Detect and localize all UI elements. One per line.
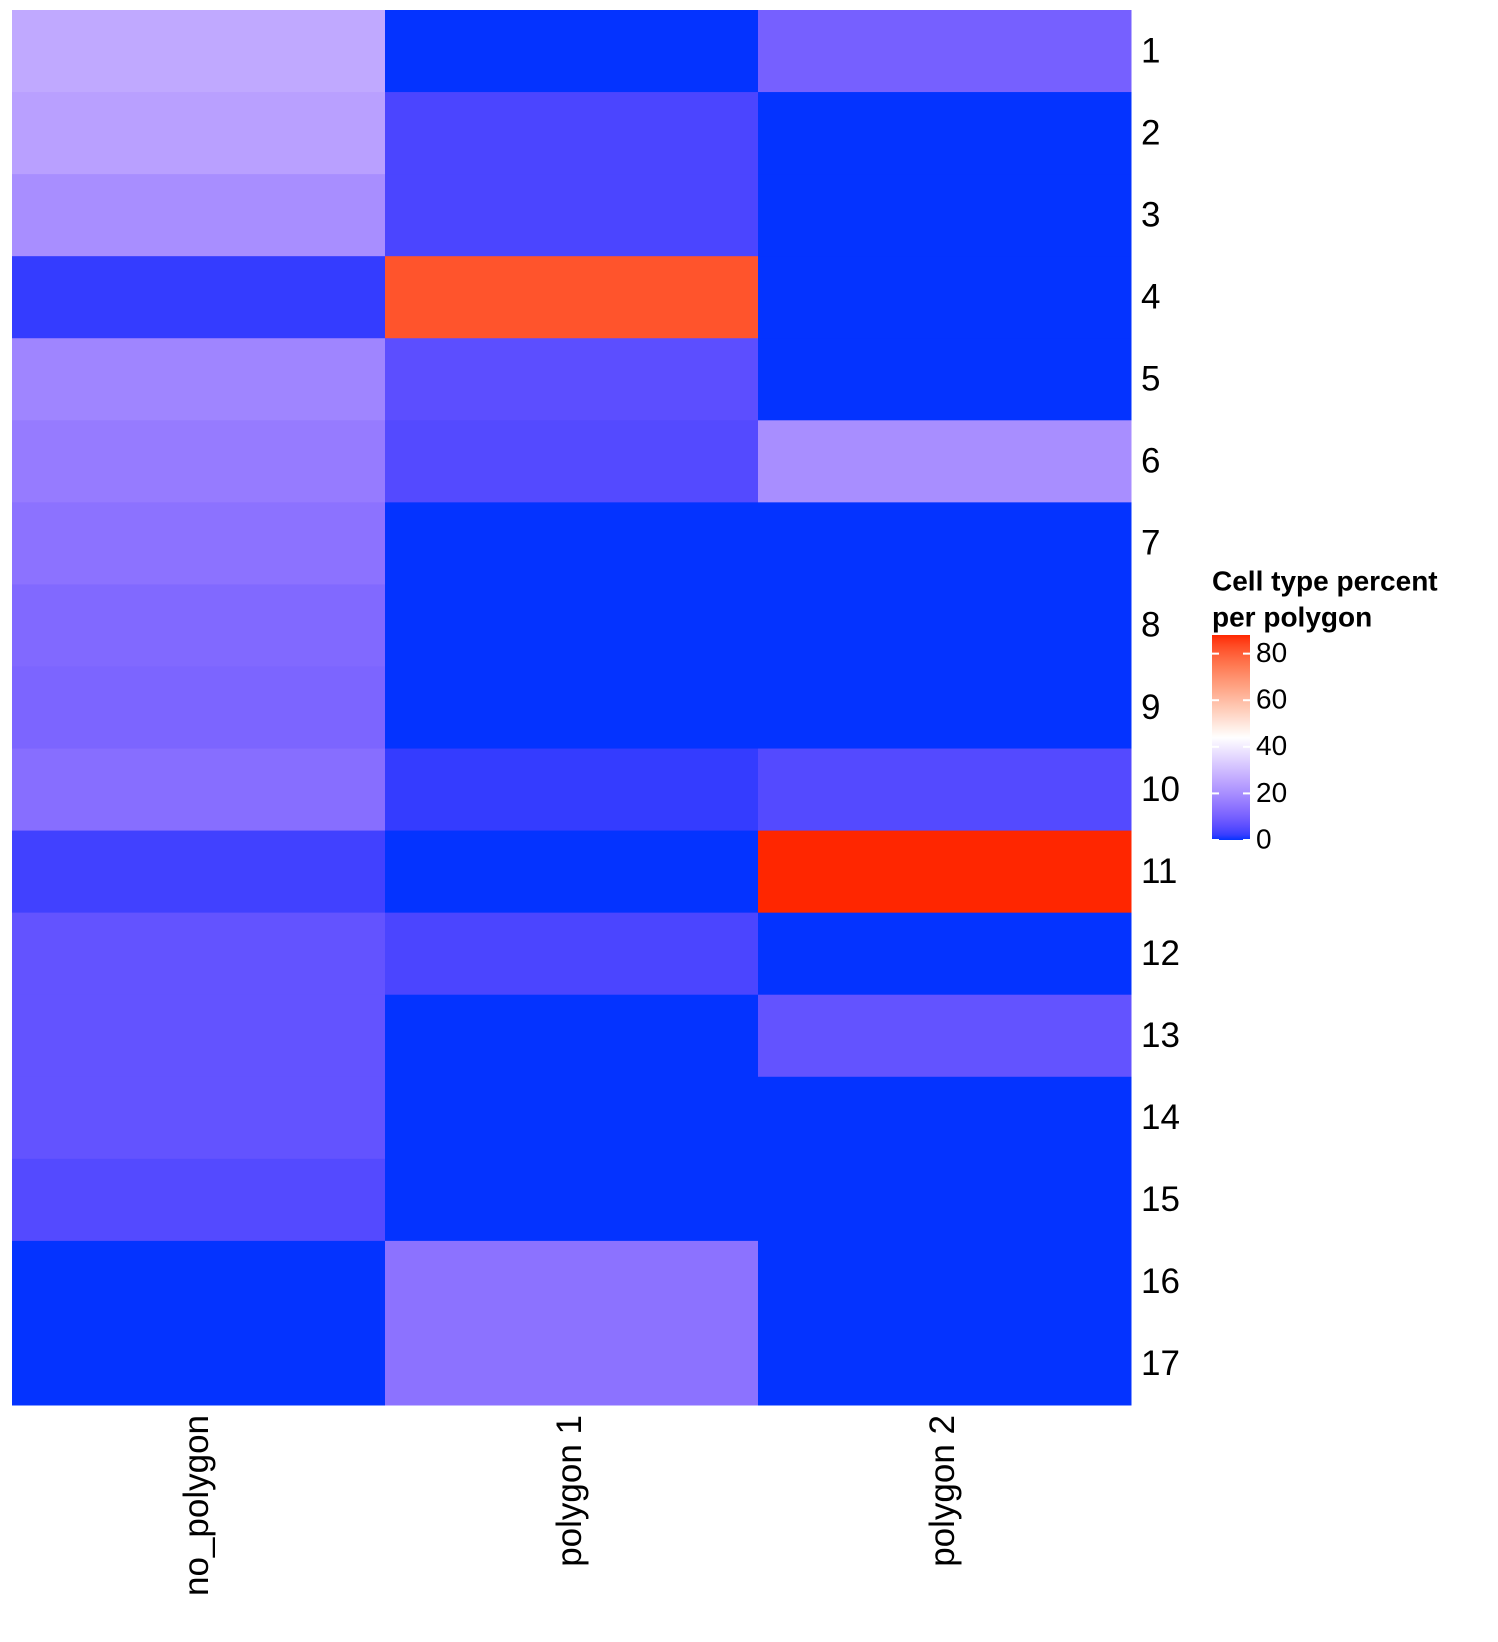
heatmap-cell <box>758 912 1132 996</box>
y-tick-label: 1 <box>1141 31 1160 70</box>
heatmap-cell <box>758 338 1132 421</box>
y-tick-label: 16 <box>1141 1262 1180 1301</box>
heatmap-cell <box>385 1240 759 1324</box>
y-tick-label: 4 <box>1141 277 1160 316</box>
heatmap-cell <box>758 174 1132 257</box>
heatmap-cell <box>385 10 759 93</box>
legend-title: per polygon <box>1212 601 1372 632</box>
y-tick-label: 14 <box>1141 1098 1180 1137</box>
heatmap-cell <box>385 584 759 667</box>
heatmap-cell <box>385 502 759 585</box>
y-tick-label: 7 <box>1141 524 1160 563</box>
heatmap-cell <box>385 92 759 175</box>
x-tick-label: no_polygon <box>177 1415 216 1596</box>
heatmap-cell <box>385 1158 759 1242</box>
heatmap-cell <box>385 666 759 750</box>
heatmap-cell <box>12 912 386 996</box>
legend-tick-label: 20 <box>1256 777 1287 808</box>
heatmap-cell <box>758 1076 1132 1160</box>
x-tick-label: polygon 2 <box>923 1415 962 1567</box>
heatmap-cell <box>758 1240 1132 1324</box>
y-tick-label: 11 <box>1141 852 1177 891</box>
heatmap-cell <box>385 420 759 503</box>
heatmap-cell <box>385 912 759 996</box>
heatmap-cell <box>12 1076 386 1160</box>
heatmap-cell <box>385 256 759 339</box>
heatmap-cell <box>758 256 1132 339</box>
heatmap-cell <box>12 1322 386 1406</box>
y-tick-label: 15 <box>1141 1180 1180 1219</box>
heatmap-cell <box>385 1076 759 1160</box>
y-tick-label: 9 <box>1141 688 1160 727</box>
legend-title: Cell type percent <box>1212 565 1438 596</box>
heatmap-cell <box>12 584 386 667</box>
heatmap-cell <box>12 666 386 750</box>
legend-tick-label: 40 <box>1256 730 1287 761</box>
heatmap-cell <box>385 174 759 257</box>
legend-tick-label: 80 <box>1256 637 1287 668</box>
heatmap-cell <box>12 830 386 914</box>
y-tick-label: 6 <box>1141 442 1160 481</box>
heatmap-cell <box>12 256 386 339</box>
heatmap-cell <box>758 1158 1132 1242</box>
legend-tick-label: 60 <box>1256 684 1287 715</box>
heatmap-cell <box>758 502 1132 585</box>
heatmap-cell <box>758 748 1132 832</box>
heatmap-cell <box>758 584 1132 667</box>
heatmap-cell <box>758 666 1132 750</box>
heatmap-cell <box>12 1158 386 1242</box>
heatmap-cell <box>758 420 1132 503</box>
heatmap-cell <box>758 994 1132 1078</box>
heatmap-cell <box>758 1322 1132 1406</box>
y-tick-label: 5 <box>1141 360 1160 399</box>
heatmap-cell <box>758 92 1132 175</box>
y-tick-label: 3 <box>1141 195 1160 234</box>
heatmap-cell <box>758 830 1132 914</box>
y-tick-label: 17 <box>1141 1344 1180 1383</box>
heatmap-cell <box>385 748 759 832</box>
heatmap-cell <box>385 830 759 914</box>
heatmap-cell <box>12 502 386 585</box>
heatmap-cell <box>385 1322 759 1406</box>
heatmap-cell <box>12 10 386 93</box>
heatmap-cell <box>12 92 386 175</box>
heatmap-cell <box>12 748 386 832</box>
heatmap-cell <box>12 994 386 1078</box>
heatmap-cell <box>385 994 759 1078</box>
y-tick-label: 13 <box>1141 1016 1180 1055</box>
heatmap-cell <box>758 10 1132 93</box>
y-tick-label: 12 <box>1141 934 1180 973</box>
heatmap-cell <box>12 174 386 257</box>
heatmap-cell <box>12 1240 386 1324</box>
legend-tick-label: 0 <box>1256 823 1272 854</box>
heatmap-cell <box>12 420 386 503</box>
y-tick-label: 10 <box>1141 770 1180 809</box>
y-tick-label: 2 <box>1141 113 1160 152</box>
colorbar <box>1212 635 1250 840</box>
y-tick-label: 8 <box>1141 606 1160 645</box>
x-tick-label: polygon 1 <box>550 1415 589 1567</box>
heatmap-cell <box>385 338 759 421</box>
heatmap-cell <box>12 338 386 421</box>
